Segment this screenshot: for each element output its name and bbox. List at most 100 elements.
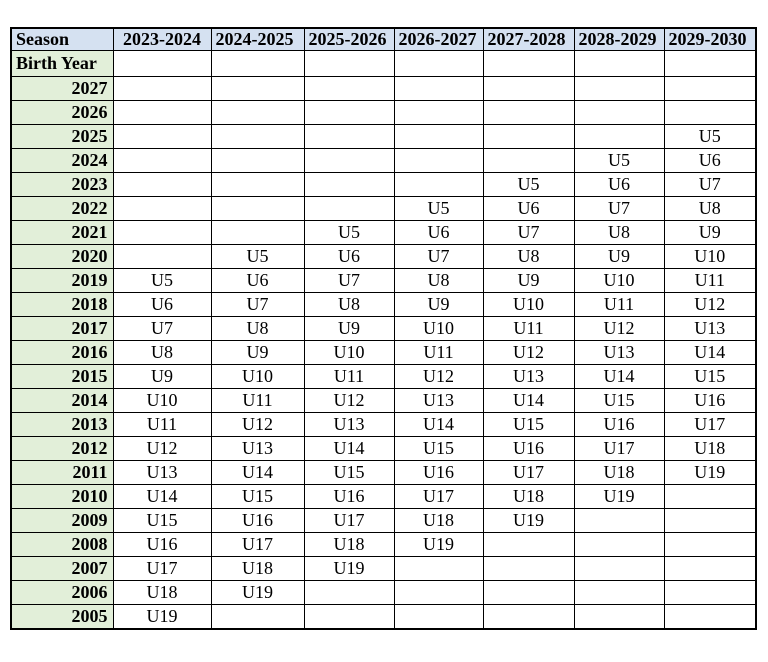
birth-year-label: 2013 xyxy=(10,412,114,437)
age-group-cell: U19 xyxy=(210,580,305,605)
empty-cell xyxy=(573,580,665,605)
age-group-cell: U7 xyxy=(303,268,395,293)
age-group-cell: U5 xyxy=(303,220,395,245)
empty-cell xyxy=(303,100,395,125)
empty-cell xyxy=(210,604,305,630)
birth-year-label: 2009 xyxy=(10,508,114,533)
age-group-cell: U6 xyxy=(663,148,757,173)
age-group-cell: U8 xyxy=(482,244,575,269)
birth-year-label: 2005 xyxy=(10,604,114,630)
empty-cell xyxy=(210,124,305,149)
age-group-cell: U13 xyxy=(393,388,484,413)
birth-year-label: 2017 xyxy=(10,316,114,341)
birth-year-row: 2013 U11 U12 U13 U14 U15 U16 U17 xyxy=(10,412,757,437)
age-group-cell: U18 xyxy=(663,436,757,461)
empty-cell xyxy=(393,148,484,173)
empty-cell xyxy=(393,172,484,197)
age-group-cell: U13 xyxy=(303,412,395,437)
age-group-cell: U17 xyxy=(210,532,305,557)
age-group-cell: U12 xyxy=(112,436,212,461)
birth-year-label: 2026 xyxy=(10,100,114,125)
age-group-cell: U18 xyxy=(482,484,575,509)
empty-cell xyxy=(663,76,757,101)
birth-year-label: 2023 xyxy=(10,172,114,197)
age-group-cell: U14 xyxy=(393,412,484,437)
birth-year-label: 2018 xyxy=(10,292,114,317)
age-group-cell: U14 xyxy=(210,460,305,485)
age-group-cell: U7 xyxy=(482,220,575,245)
age-group-cell: U9 xyxy=(393,292,484,317)
birth-year-label: 2020 xyxy=(10,244,114,269)
empty-cell xyxy=(482,76,575,101)
empty-cell xyxy=(303,172,395,197)
season-header-cell: 2028-2029 xyxy=(573,27,665,51)
empty-cell xyxy=(393,604,484,630)
birth-year-label: 2012 xyxy=(10,436,114,461)
age-group-cell: U11 xyxy=(210,388,305,413)
birth-year-row: 2012 U12 U13 U14 U15 U16 U17 U18 xyxy=(10,436,757,461)
empty-cell xyxy=(210,220,305,245)
age-group-cell: U6 xyxy=(393,220,484,245)
age-group-cell: U5 xyxy=(112,268,212,293)
birth-year-row: 2008 U16 U17 U18 U19 xyxy=(10,532,757,557)
empty-cell xyxy=(210,172,305,197)
birth-year-row: 2023 U5 U6 U7 xyxy=(10,172,757,197)
empty-cell xyxy=(573,604,665,630)
age-group-cell: U5 xyxy=(482,172,575,197)
birth-year-row: 2027 xyxy=(10,76,757,101)
empty-cell xyxy=(112,100,212,125)
age-group-cell: U15 xyxy=(663,364,757,389)
birth-year-row: 2011 U13 U14 U15 U16 U17 U18 U19 xyxy=(10,460,757,485)
age-group-cell: U17 xyxy=(663,412,757,437)
age-group-cell: U15 xyxy=(482,412,575,437)
age-group-cell: U18 xyxy=(303,532,395,557)
age-group-cell: U18 xyxy=(210,556,305,581)
empty-cell xyxy=(303,148,395,173)
empty-cell xyxy=(573,124,665,149)
age-group-cell: U16 xyxy=(573,412,665,437)
empty-cell xyxy=(112,50,212,77)
age-group-cell: U9 xyxy=(663,220,757,245)
birth-year-header-row: Birth Year xyxy=(10,50,757,77)
age-group-cell: U18 xyxy=(573,460,665,485)
birth-year-label: 2019 xyxy=(10,268,114,293)
age-group-cell: U15 xyxy=(573,388,665,413)
empty-cell xyxy=(663,50,757,77)
age-group-cell: U17 xyxy=(112,556,212,581)
age-group-cell: U16 xyxy=(482,436,575,461)
age-group-cell: U7 xyxy=(393,244,484,269)
birth-year-row: 2009 U15 U16 U17 U18 U19 xyxy=(10,508,757,533)
birth-year-row: 2020 U5 U6 U7 U8 U9 U10 xyxy=(10,244,757,269)
age-group-cell: U16 xyxy=(393,460,484,485)
empty-cell xyxy=(210,196,305,221)
empty-cell xyxy=(663,604,757,630)
age-group-cell: U16 xyxy=(210,508,305,533)
empty-cell xyxy=(663,508,757,533)
birth-year-label: 2021 xyxy=(10,220,114,245)
birth-year-row: 2025 U5 xyxy=(10,124,757,149)
age-group-cell: U5 xyxy=(663,124,757,149)
empty-cell xyxy=(393,50,484,77)
empty-cell xyxy=(482,50,575,77)
empty-cell xyxy=(573,100,665,125)
empty-cell xyxy=(482,604,575,630)
age-group-cell: U11 xyxy=(663,268,757,293)
age-group-cell: U13 xyxy=(573,340,665,365)
age-group-cell: U9 xyxy=(112,364,212,389)
age-group-cell: U19 xyxy=(393,532,484,557)
age-group-cell: U15 xyxy=(210,484,305,509)
empty-cell xyxy=(482,580,575,605)
age-group-cell: U11 xyxy=(393,340,484,365)
empty-cell xyxy=(393,580,484,605)
empty-cell xyxy=(663,532,757,557)
age-group-cell: U12 xyxy=(303,388,395,413)
age-group-cell: U8 xyxy=(393,268,484,293)
age-group-cell: U11 xyxy=(482,316,575,341)
birth-year-label: 2010 xyxy=(10,484,114,509)
age-group-cell: U10 xyxy=(112,388,212,413)
season-header-cell: 2024-2025 xyxy=(210,27,305,51)
birth-year-label: 2007 xyxy=(10,556,114,581)
empty-cell xyxy=(393,100,484,125)
empty-cell xyxy=(663,484,757,509)
age-group-cell: U11 xyxy=(112,412,212,437)
